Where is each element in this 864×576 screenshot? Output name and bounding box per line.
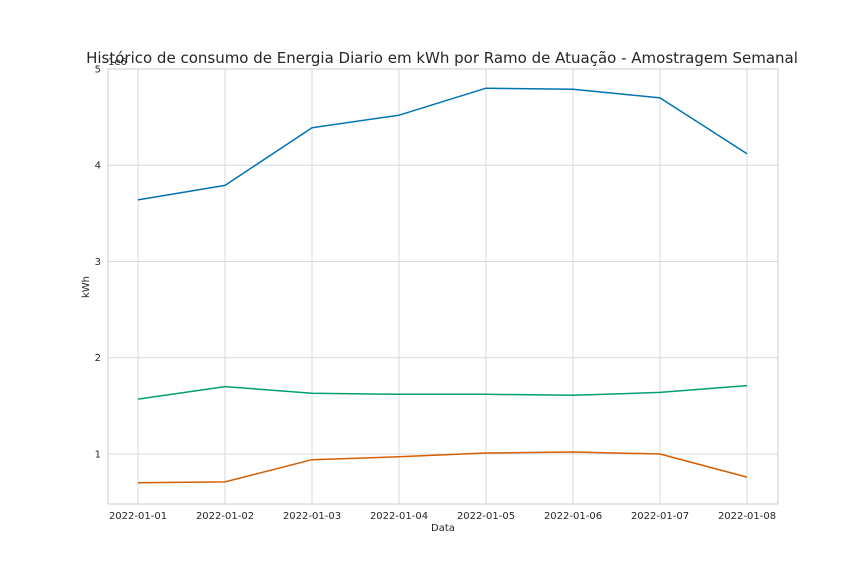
x-tick-label: 2022-01-05 bbox=[457, 511, 515, 522]
y-axis-label: kWh bbox=[81, 276, 92, 298]
series-line-3 bbox=[137, 451, 748, 484]
series-lines bbox=[137, 87, 748, 484]
x-tick-labels: 2022-01-01 2022-01-02 2022-01-03 2022-01-04… bbox=[109, 511, 776, 522]
x-tick-label: 2022-01-01 bbox=[109, 511, 167, 522]
chart-title: Histórico de consumo de Energia Diario e… bbox=[86, 49, 798, 67]
plot-frame bbox=[107, 68, 779, 505]
x-axis-label: Data bbox=[431, 523, 455, 534]
y-tick-label: 5 bbox=[95, 65, 101, 76]
y-tick-label: 4 bbox=[95, 161, 101, 172]
x-tick-label: 2022-01-07 bbox=[631, 511, 689, 522]
y-tick-label: 2 bbox=[95, 353, 101, 364]
y-tick-label: 1 bbox=[95, 449, 101, 460]
x-tick-label: 2022-01-06 bbox=[544, 511, 602, 522]
series-line-2 bbox=[137, 384, 748, 400]
grid-lines bbox=[108, 68, 778, 504]
y-offset-label: 1e6 bbox=[108, 57, 127, 68]
x-tick-label: 2022-01-08 bbox=[718, 511, 776, 522]
x-tick-label: 2022-01-02 bbox=[196, 511, 254, 522]
y-tick-labels: 1 2 3 4 5 bbox=[95, 65, 101, 461]
series-line-1 bbox=[137, 87, 748, 201]
x-tick-label: 2022-01-03 bbox=[283, 511, 341, 522]
y-tick-label: 3 bbox=[95, 257, 101, 268]
x-tick-label: 2022-01-04 bbox=[370, 511, 428, 522]
